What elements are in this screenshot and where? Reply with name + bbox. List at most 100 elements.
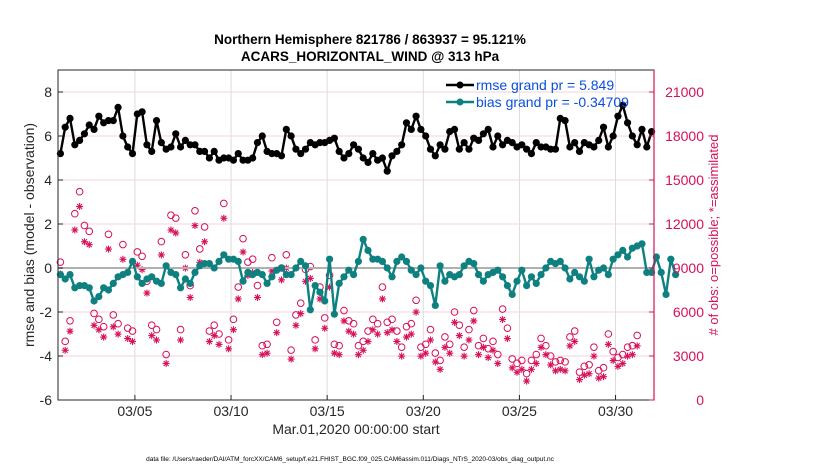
asterisk-stroke <box>619 360 626 367</box>
bias-point <box>162 262 170 270</box>
bias-point <box>455 271 463 279</box>
bias-point <box>340 273 348 281</box>
asterisk-stroke <box>360 347 367 354</box>
asterisk-stroke <box>393 338 400 345</box>
asterisk-stroke <box>153 337 160 343</box>
asterisk-stroke <box>163 360 170 367</box>
bias-point <box>575 273 584 281</box>
bias-point <box>431 301 439 309</box>
bias-point <box>301 262 310 270</box>
bias-point <box>104 286 113 294</box>
bias-point <box>580 277 588 285</box>
obs-assimilated-point <box>186 293 194 301</box>
bias-point <box>542 264 550 272</box>
obs-possible-point <box>522 369 531 378</box>
bias-point <box>239 277 247 285</box>
bias-point <box>220 251 228 259</box>
rmse-point <box>109 117 117 125</box>
obs-possible-point <box>575 368 584 376</box>
rmse-point <box>282 125 290 133</box>
asterisk-stroke <box>91 322 97 329</box>
bias-point <box>398 253 406 261</box>
bias-point <box>364 246 372 254</box>
bias-point <box>532 279 540 287</box>
obs-assimilated-point <box>215 340 223 348</box>
rmse-point <box>148 147 156 155</box>
rmse-point <box>85 121 93 129</box>
asterisk-stroke <box>615 363 621 370</box>
obs-possible-point <box>455 321 464 330</box>
obs-possible-point <box>258 341 267 350</box>
obs-assimilated-point <box>561 367 569 375</box>
rmse-point <box>628 132 636 140</box>
obs-possible-point <box>176 325 185 334</box>
asterisk-stroke <box>115 331 121 338</box>
obs-assimilated-point <box>61 346 69 354</box>
bias-point <box>383 264 391 272</box>
bias-point <box>460 262 468 270</box>
obs-possible-point <box>61 337 70 346</box>
bias-point <box>138 279 146 287</box>
obs-assimilated-point <box>604 340 612 348</box>
rmse-point <box>417 125 425 133</box>
asterisk-stroke <box>442 344 448 351</box>
asterisk-stroke <box>345 328 352 335</box>
rmse-point <box>599 123 608 131</box>
obs-possible-point <box>388 315 396 324</box>
asterisk-stroke <box>110 323 117 330</box>
rmse-point <box>595 136 603 144</box>
bias-point <box>345 266 353 274</box>
asterisk-stroke <box>571 338 578 345</box>
y-tick-label: -2 <box>40 304 53 320</box>
bias-point <box>85 284 93 292</box>
asterisk-stroke <box>355 351 362 358</box>
obs-possible-point <box>421 340 430 349</box>
rmse-point <box>566 143 574 151</box>
rmse-point <box>143 141 151 149</box>
obs-possible-point <box>330 340 339 349</box>
obs-possible-point <box>436 356 444 365</box>
obs-possible-point <box>205 327 214 335</box>
obs-possible-point <box>599 363 608 372</box>
obs-possible-point <box>114 319 122 328</box>
obs-possible-point <box>191 207 199 215</box>
bias-point <box>474 271 483 279</box>
obs-assimilated-point <box>100 333 108 341</box>
rmse-point <box>407 125 415 133</box>
rmse-point <box>450 125 459 133</box>
asterisk-stroke <box>95 326 102 333</box>
obs-assimilated-point <box>590 352 598 360</box>
obs-possible-point <box>609 347 617 356</box>
asterisk-stroke <box>211 332 218 339</box>
asterisk-stroke <box>192 222 198 229</box>
x-axis-label: Mar.01,2020 00:00:00 start <box>272 421 439 437</box>
obs-assimilated-point <box>229 326 237 334</box>
asterisk-stroke <box>216 341 222 348</box>
rmse-point <box>518 141 526 149</box>
y-axis-ticks: -6 -4 -2 0 2 4 6 8 <box>40 84 63 408</box>
y2-axis-ticks: 0 3000 6000 9000 12000 15000 18000 21000 <box>649 84 704 408</box>
asterisk-stroke <box>187 294 194 301</box>
obs-possible-point <box>244 258 252 266</box>
rmse-point <box>498 141 507 149</box>
asterisk-stroke <box>71 227 78 233</box>
asterisk-stroke <box>307 275 314 282</box>
obs-assimilated-point <box>542 351 550 359</box>
rmse-point <box>561 117 569 125</box>
asterisk-stroke <box>288 356 295 362</box>
asterisk-stroke <box>86 241 93 248</box>
bias-point <box>263 279 271 287</box>
obs-possible-point <box>171 214 180 222</box>
bias-series <box>56 235 680 318</box>
obs-possible-point <box>508 355 517 363</box>
y2-tick-label: 15000 <box>665 172 704 188</box>
rmse-point <box>422 132 430 140</box>
obs-assimilated-point <box>619 359 627 367</box>
bias-point <box>186 279 194 287</box>
obs-assimilated-point <box>470 317 478 325</box>
obs-assimilated-point <box>297 310 305 318</box>
bias-point <box>321 297 329 305</box>
bias-point <box>638 240 646 248</box>
obs-possible-point <box>99 322 108 331</box>
obs-assimilated-point <box>330 349 338 357</box>
